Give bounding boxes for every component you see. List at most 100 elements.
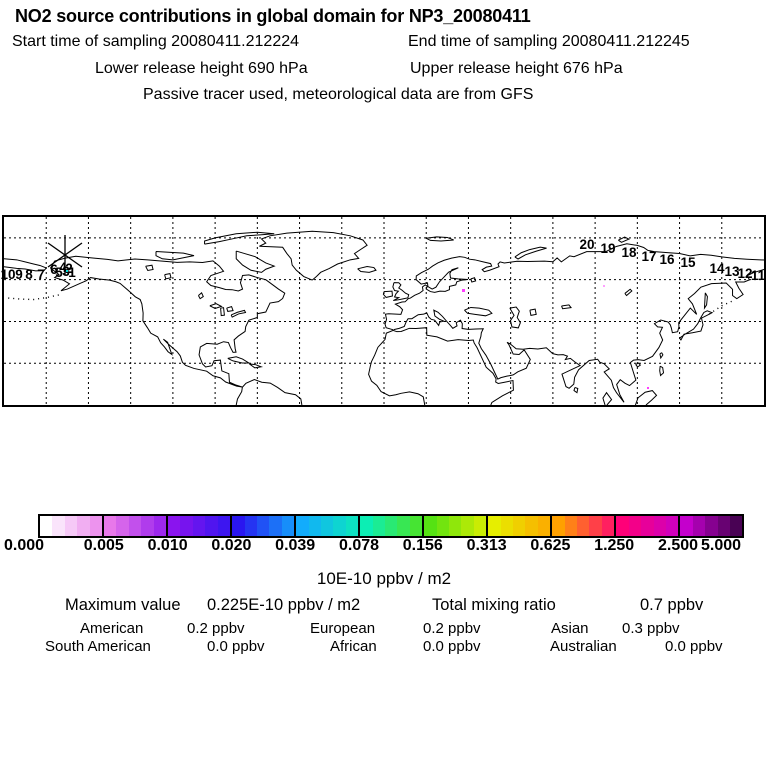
colorbar-tick-label: 0.020 xyxy=(211,537,252,554)
colorbar-cell xyxy=(217,516,231,536)
colorbar-cell xyxy=(486,516,501,536)
colorbar-cell xyxy=(166,516,181,536)
coastline xyxy=(236,380,302,405)
region-australian-label: Australian xyxy=(550,638,617,655)
total-ratio-label: Total mixing ratio xyxy=(432,596,556,614)
start-time-text: Start time of sampling 20080411.212224 xyxy=(12,33,300,50)
colorbar-units-label: 10E-10 ppbv / m2 xyxy=(316,569,452,588)
trajectory-day-label: 18 xyxy=(621,244,637,260)
coastline xyxy=(530,309,536,315)
colorbar-cell xyxy=(333,516,346,536)
colorbar-cell xyxy=(153,516,167,536)
coastline xyxy=(236,251,274,272)
colorbar-cell xyxy=(320,516,334,536)
colorbar-cell xyxy=(678,516,693,536)
coastline-map-svg xyxy=(4,217,764,405)
coastline xyxy=(146,265,153,270)
colorbar-cell xyxy=(308,516,321,536)
coastline xyxy=(515,247,547,259)
hotspot-dot xyxy=(66,270,68,272)
region-european-value: 0.2 ppbv xyxy=(423,620,481,637)
colorbar-cell xyxy=(422,516,437,536)
coastline xyxy=(50,256,284,387)
colorbar-tick-label: 0.625 xyxy=(530,537,571,554)
colorbar-cell xyxy=(269,516,282,536)
lower-release-text: Lower release height 690 hPa xyxy=(95,60,308,77)
coastline xyxy=(660,353,663,358)
colorbar-cell xyxy=(537,516,551,536)
colorbar-cell xyxy=(141,516,154,536)
coastline xyxy=(205,232,275,244)
colorbar-cell xyxy=(205,516,218,536)
trajectory-day-label: 20 xyxy=(579,236,595,252)
trajectory-day-label: 15 xyxy=(680,254,696,270)
colorbar-tick-label: 5.000 xyxy=(700,537,742,554)
trajectory-day-label: 4 xyxy=(59,259,67,275)
colorbar-cell xyxy=(705,516,718,536)
trajectory-day-label: 11 xyxy=(750,267,766,283)
colorbar-tick-label: 0.313 xyxy=(466,537,507,554)
coastline xyxy=(231,310,245,317)
release-point-asterisk-icon xyxy=(47,235,83,275)
colorbar-cell xyxy=(564,516,578,536)
colorbar-tick-label: 2.500 xyxy=(657,537,699,554)
colorbar-cell xyxy=(500,516,514,536)
colorbar-cell xyxy=(397,516,410,536)
coastline xyxy=(625,289,632,295)
coastline xyxy=(660,366,664,375)
colorbar-cell xyxy=(461,516,474,536)
colorbar-cell xyxy=(525,516,538,536)
colorbar-cell xyxy=(256,516,270,536)
colorbar-cell xyxy=(550,516,565,536)
trajectory-day-label: 17 xyxy=(641,248,657,264)
island-chain xyxy=(8,295,59,300)
colorbar-tick-label: 0.010 xyxy=(147,537,188,554)
colorbar-cell xyxy=(653,516,666,536)
region-european-label: European xyxy=(310,620,376,637)
region-samerican-value: 0.0 ppbv xyxy=(207,638,265,655)
region-australian-value: 0.0 ppbv xyxy=(665,638,723,655)
trajectory-day-label: 7 xyxy=(37,266,45,282)
coastline xyxy=(369,328,514,405)
colorbar-cell xyxy=(192,516,206,536)
colorbar xyxy=(38,514,744,538)
coastline xyxy=(4,259,46,271)
colorbar-cell xyxy=(409,516,423,536)
colorbar-cell xyxy=(589,516,602,536)
coastline xyxy=(618,237,629,242)
coastline xyxy=(210,304,222,309)
island-chain xyxy=(709,300,734,314)
max-value-label: Maximum value xyxy=(65,596,181,614)
trajectory-day-label: 14 xyxy=(709,260,725,276)
trajectory-day-label: 8 xyxy=(25,266,33,282)
coastline xyxy=(510,307,521,328)
colorbar-cell xyxy=(601,516,615,536)
colorbar-cell xyxy=(116,516,129,536)
colorbar-cell xyxy=(628,516,642,536)
coastline xyxy=(636,363,641,367)
coastline xyxy=(680,311,712,340)
colorbar-cell xyxy=(577,516,590,536)
region-samerican-label: South American xyxy=(45,638,151,655)
colorbar-cell xyxy=(358,516,373,536)
colorbar-cell xyxy=(230,516,245,536)
colorbar-cell xyxy=(473,516,487,536)
coastline xyxy=(198,293,203,299)
colorbar-cell xyxy=(614,516,629,536)
region-african-label: African xyxy=(330,638,377,655)
region-asian-label: Asian xyxy=(551,620,589,637)
colorbar-cell xyxy=(180,516,193,536)
colorbar-tick-label: 0.005 xyxy=(83,537,124,554)
coastline xyxy=(221,308,225,316)
end-time-text: End time of sampling 20080411.212245 xyxy=(408,33,690,50)
colorbar-tick-label: 0.039 xyxy=(275,537,316,554)
colorbar-tick-label: 0.000 xyxy=(3,537,45,554)
coastline xyxy=(471,278,476,282)
hotspot-dot xyxy=(603,285,605,287)
region-american-label: American xyxy=(80,620,144,637)
trajectory-day-label: 2 xyxy=(65,260,73,276)
colorbar-cell xyxy=(717,516,730,536)
colorbar-cell xyxy=(40,516,53,536)
world-map: 1098765432120191817161514131211 xyxy=(0,215,766,407)
